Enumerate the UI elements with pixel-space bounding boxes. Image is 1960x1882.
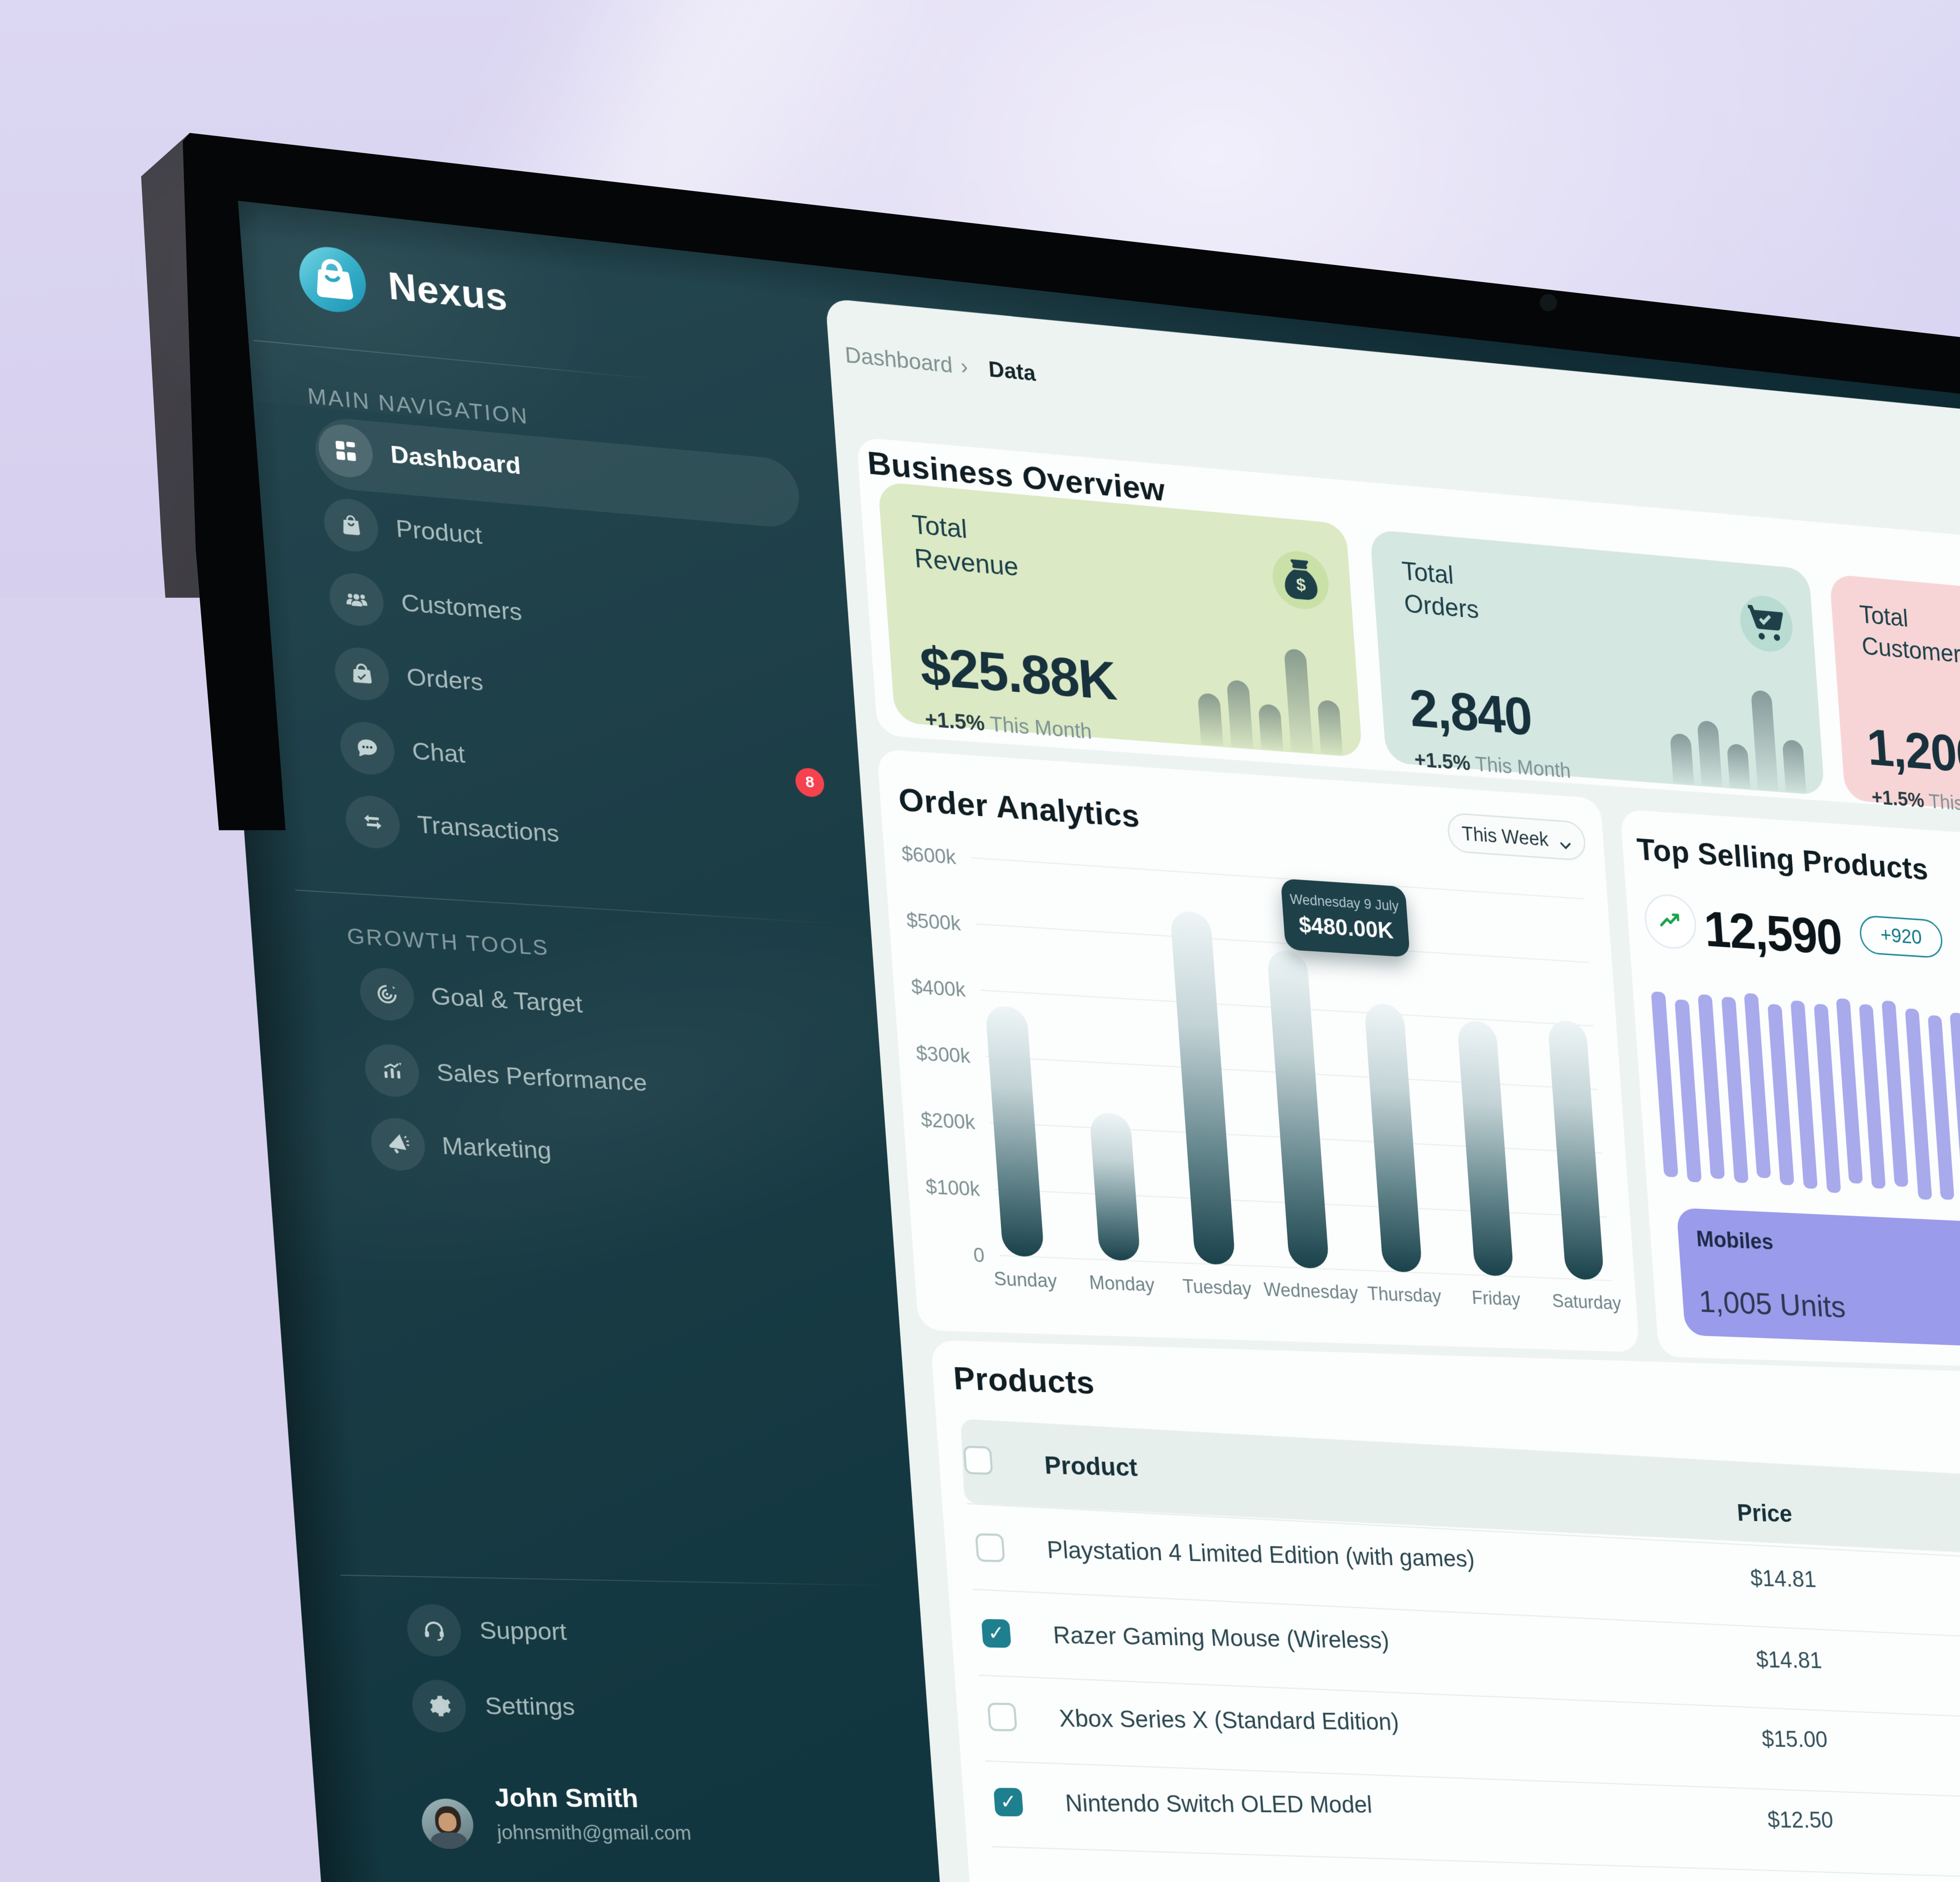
svg-text:$: $ <box>1296 574 1307 595</box>
